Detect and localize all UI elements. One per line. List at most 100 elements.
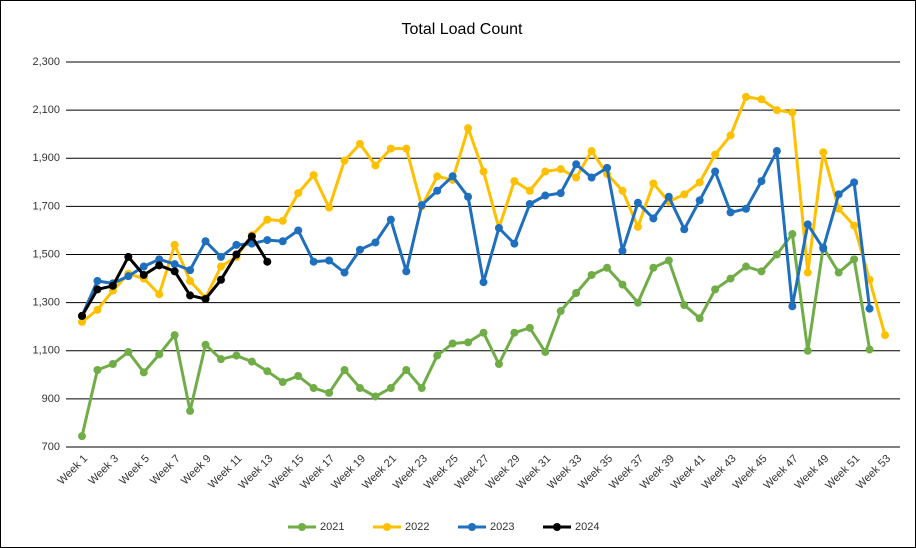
marker [572, 160, 581, 169]
marker [78, 432, 86, 441]
marker [155, 255, 164, 264]
marker [587, 147, 596, 156]
marker [417, 201, 426, 210]
legend-marker [383, 523, 391, 531]
marker [834, 268, 843, 277]
y-tick-label: 900 [42, 393, 60, 405]
marker [216, 262, 225, 271]
marker [201, 237, 210, 246]
marker [355, 139, 364, 148]
marker [155, 290, 164, 299]
marker [603, 263, 612, 272]
marker [587, 270, 596, 279]
series-line [80, 149, 872, 317]
y-tick-label: 1,100 [32, 345, 60, 357]
marker [371, 238, 380, 247]
marker [124, 252, 133, 261]
marker [124, 347, 133, 356]
marker [834, 190, 843, 199]
y-tick-label: 1,700 [32, 200, 60, 212]
marker [216, 252, 225, 261]
marker [155, 261, 164, 270]
marker [340, 268, 349, 277]
marker [93, 366, 102, 374]
marker [464, 124, 473, 133]
marker [726, 131, 735, 140]
marker [464, 192, 473, 201]
y-tick-label: 2,300 [32, 56, 60, 68]
chart-title: Total Load Count [402, 21, 524, 38]
marker [633, 298, 642, 307]
marker [757, 177, 766, 186]
legend-marker [553, 523, 561, 531]
marker [232, 250, 241, 259]
marker [232, 351, 241, 360]
marker [464, 338, 473, 347]
marker [680, 301, 689, 310]
marker [664, 256, 673, 265]
marker [448, 339, 457, 348]
y-tick-label: 2,100 [32, 104, 60, 116]
marker [494, 224, 503, 233]
marker [556, 307, 565, 316]
marker [325, 256, 334, 265]
marker [742, 92, 751, 101]
marker [788, 230, 797, 239]
marker [108, 281, 117, 290]
marker [78, 317, 86, 326]
marker [726, 208, 735, 217]
marker [325, 203, 334, 212]
marker [525, 199, 534, 208]
marker [93, 276, 102, 285]
legend-marker [298, 523, 306, 531]
marker [186, 266, 195, 275]
marker [881, 331, 889, 340]
legend-marker [468, 523, 476, 531]
marker [170, 331, 179, 340]
marker [695, 196, 704, 205]
marker [757, 95, 766, 104]
marker [263, 236, 272, 245]
legend-label: 2022 [405, 521, 429, 533]
marker [772, 250, 781, 259]
marker [355, 384, 364, 393]
marker [263, 215, 272, 224]
marker [757, 267, 766, 276]
marker [433, 351, 442, 360]
marker [386, 384, 395, 393]
marker [108, 359, 117, 368]
marker [247, 357, 256, 366]
marker [695, 314, 704, 323]
marker [479, 278, 488, 287]
marker [278, 378, 287, 387]
marker [618, 246, 627, 255]
marker [186, 291, 195, 300]
marker [294, 372, 303, 381]
marker [340, 366, 349, 374]
marker [649, 214, 658, 223]
legend-label: 2024 [575, 521, 599, 533]
marker [278, 237, 287, 246]
y-tick-label: 1,300 [32, 297, 60, 309]
marker [850, 221, 859, 230]
marker [402, 366, 411, 374]
series-line [80, 232, 872, 437]
y-tick-label: 1,500 [32, 248, 60, 260]
marker [695, 178, 704, 187]
marker [216, 355, 225, 364]
marker [803, 268, 812, 277]
marker [680, 190, 689, 199]
marker [309, 384, 318, 393]
marker [819, 148, 828, 157]
marker [680, 225, 689, 234]
marker [649, 263, 658, 272]
marker [649, 179, 658, 188]
legend-label: 2021 [320, 521, 344, 533]
marker [139, 368, 148, 377]
marker [247, 232, 256, 241]
marker [78, 311, 86, 320]
marker [803, 220, 812, 229]
marker [216, 275, 225, 284]
marker [525, 323, 534, 332]
marker [93, 285, 102, 294]
